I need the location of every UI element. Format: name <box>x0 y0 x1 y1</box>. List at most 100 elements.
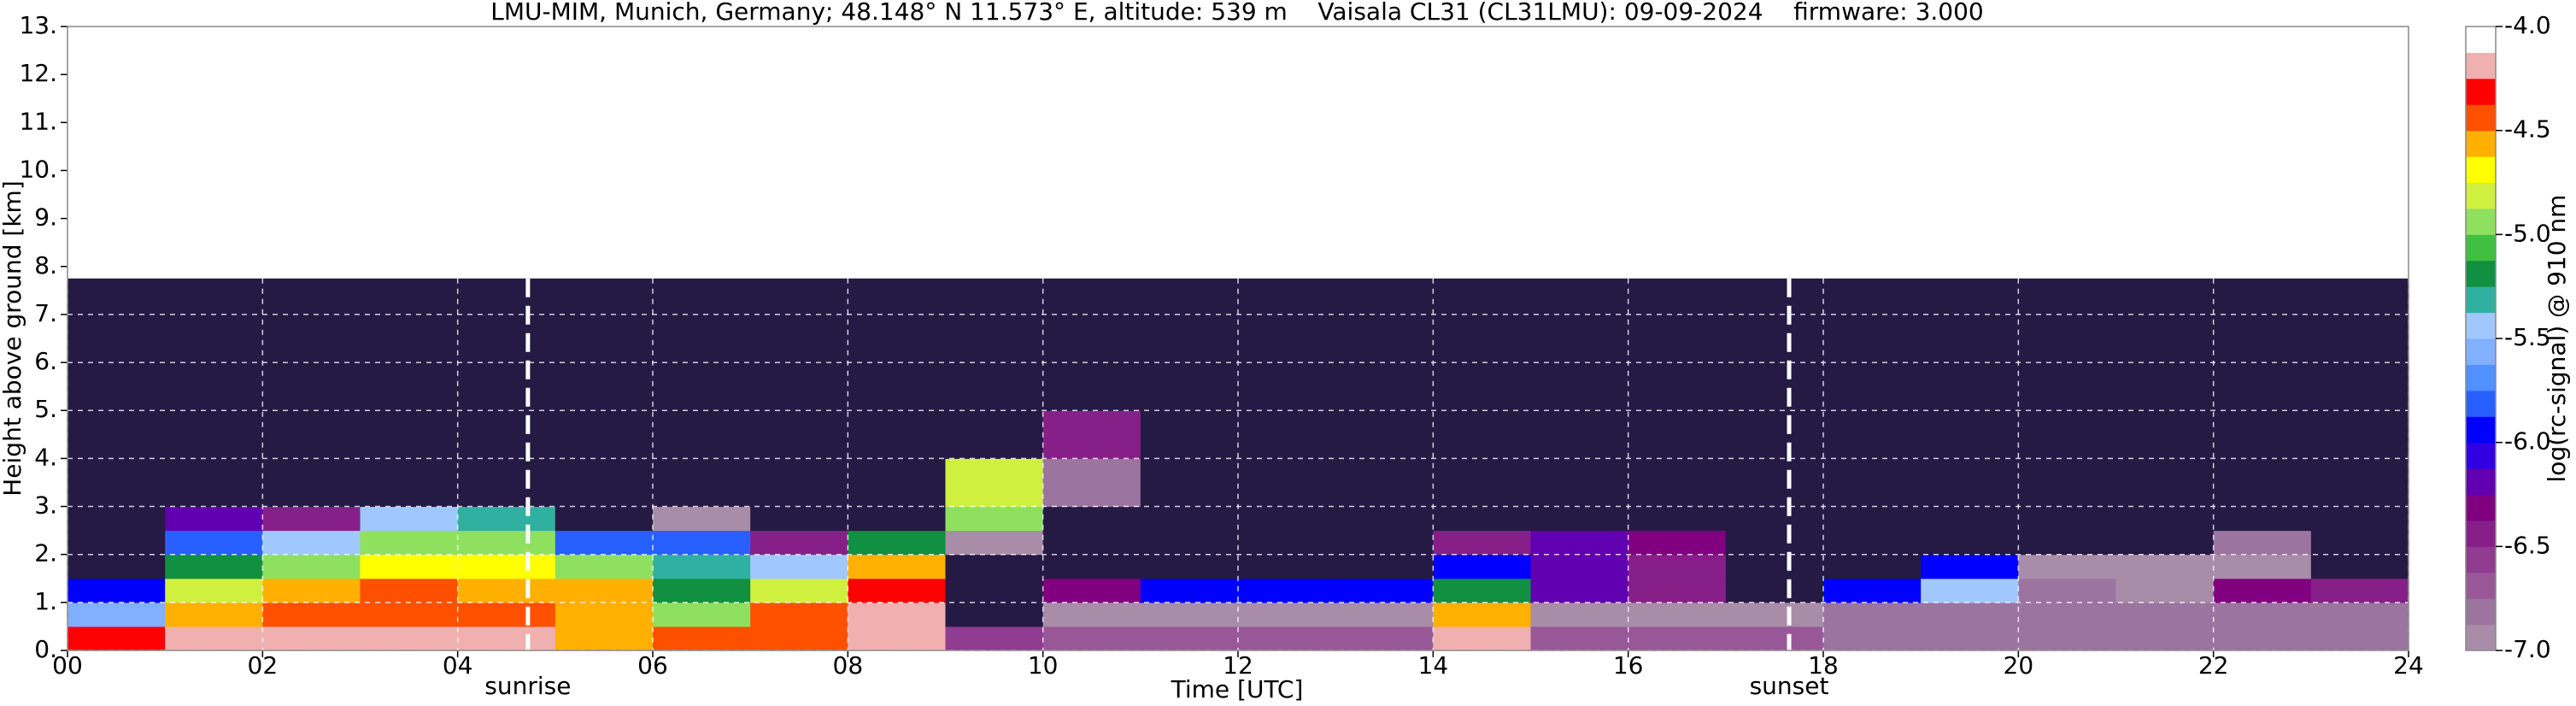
heatmap-cell <box>750 602 848 627</box>
y-tick-label: 3. <box>34 491 57 520</box>
heatmap-cell <box>2115 626 2215 651</box>
heatmap-cell <box>1530 278 1629 363</box>
heatmap-cell <box>2310 602 2409 627</box>
heatmap-cell <box>165 506 263 532</box>
heatmap-cell <box>262 458 361 508</box>
colorbar-segment <box>2466 624 2496 651</box>
heatmap-cell <box>1628 362 1727 411</box>
heatmap-cell <box>848 602 946 627</box>
heatmap-cell <box>1921 602 2019 627</box>
heatmap-cell <box>555 362 654 411</box>
heatmap-cell <box>1433 602 1531 627</box>
colorbar-segment <box>2466 442 2496 469</box>
y-tick-label: 10. <box>19 155 57 183</box>
heatmap-cell <box>2213 362 2312 411</box>
heatmap-cell <box>1823 602 1922 627</box>
x-tick-label: 10 <box>1028 651 1059 680</box>
heatmap-cell <box>457 362 556 411</box>
heatmap-cell <box>1433 626 1531 651</box>
heatmap-cell <box>1140 578 1239 603</box>
heatmap-cell <box>2018 602 2116 627</box>
heatmap-cell <box>165 626 263 651</box>
heatmap-cell <box>360 410 459 459</box>
colorbar-segment <box>2466 104 2496 132</box>
colorbar-tick-label: -7.0 <box>2504 635 2551 663</box>
heatmap-cell <box>2018 554 2116 580</box>
heatmap-cell <box>848 554 946 580</box>
heatmap-cell <box>2115 554 2215 580</box>
heatmap-cell <box>1921 362 2019 411</box>
heatmap-cell <box>1238 578 1336 603</box>
heatmap-cell <box>67 626 166 651</box>
heatmap-cell <box>1725 626 1824 651</box>
heatmap-cell <box>1921 278 2019 363</box>
heatmap-cell <box>2115 530 2215 556</box>
heatmap-cell <box>653 602 751 627</box>
heatmap-cell <box>2115 458 2215 508</box>
heatmap-cell <box>1433 506 1531 532</box>
y-tick-label: 7. <box>34 299 57 327</box>
heatmap-cell <box>1628 554 1727 580</box>
heatmap-cell <box>360 554 459 580</box>
heatmap-cell <box>2213 578 2312 603</box>
heatmap-cell <box>2310 458 2409 508</box>
x-tick-label: 00 <box>52 651 83 680</box>
heatmap-cell <box>457 410 556 459</box>
heatmap-cell <box>1238 554 1336 580</box>
heatmap-cell <box>1238 410 1336 459</box>
heatmap-cell <box>653 278 751 363</box>
colorbar-tick-label: -5.5 <box>2504 323 2551 351</box>
heatmap-cell <box>1042 458 1141 508</box>
heatmap-cell <box>945 506 1044 532</box>
heatmap-cell <box>262 602 361 627</box>
heatmap-cell <box>1140 602 1239 627</box>
heatmap-cell <box>2310 530 2409 556</box>
heatmap-cell <box>262 410 361 459</box>
heatmap-cell <box>1725 530 1824 556</box>
colorbar-tick-label: -5.0 <box>2504 219 2551 247</box>
heatmap-cell <box>67 278 166 363</box>
y-tick-label: 0. <box>34 635 57 663</box>
heatmap-cell <box>1042 362 1141 411</box>
heatmap-cell <box>2115 506 2215 532</box>
colorbar-tick-label: -4.5 <box>2504 115 2551 144</box>
heatmap-cell <box>1823 410 1922 459</box>
heatmap-cell <box>2018 530 2116 556</box>
heatmap-cell <box>1140 626 1239 651</box>
heatmap-cell <box>262 362 361 411</box>
heatmap-cell <box>1530 578 1629 603</box>
heatmap-cell <box>750 506 848 532</box>
heatmap-cell <box>1433 578 1531 603</box>
colorbar-segment <box>2466 468 2496 495</box>
colorbar-segment <box>2466 234 2496 262</box>
heatmap-cell <box>2115 362 2215 411</box>
heatmap-cell <box>2018 410 2116 459</box>
heatmap-cell <box>1921 506 2019 532</box>
heatmap-cell <box>165 602 263 627</box>
x-tick-label: 14 <box>1418 651 1449 680</box>
heatmap-cell <box>67 506 166 532</box>
heatmap-cell <box>555 602 654 627</box>
heatmap-cell <box>360 362 459 411</box>
colorbar-segment <box>2466 78 2496 105</box>
heatmap-cell <box>2213 278 2312 363</box>
y-axis-label: Height above ground [km] <box>0 180 26 497</box>
colorbar-tick-label: -6.5 <box>2504 531 2551 559</box>
y-tick-label: 6. <box>34 347 57 375</box>
heatmap-cell <box>848 362 946 411</box>
heatmap-cell <box>1433 554 1531 580</box>
heatmap-cell <box>2213 602 2312 627</box>
x-tick-label: 02 <box>248 651 279 680</box>
heatmap-cell <box>457 458 556 508</box>
heatmap-cell <box>1921 530 2019 556</box>
heatmap-cell <box>2213 554 2312 580</box>
heatmap-cell <box>653 506 751 532</box>
heatmap-cell <box>2213 410 2312 459</box>
heatmap-cell <box>1530 602 1629 627</box>
heatmap-cell <box>555 458 654 508</box>
heatmap-cell <box>1628 458 1727 508</box>
heatmap-cell <box>1530 506 1629 532</box>
heatmap-cell <box>1140 554 1239 580</box>
heatmap-cell <box>360 458 459 508</box>
heatmap-cell <box>457 626 556 651</box>
